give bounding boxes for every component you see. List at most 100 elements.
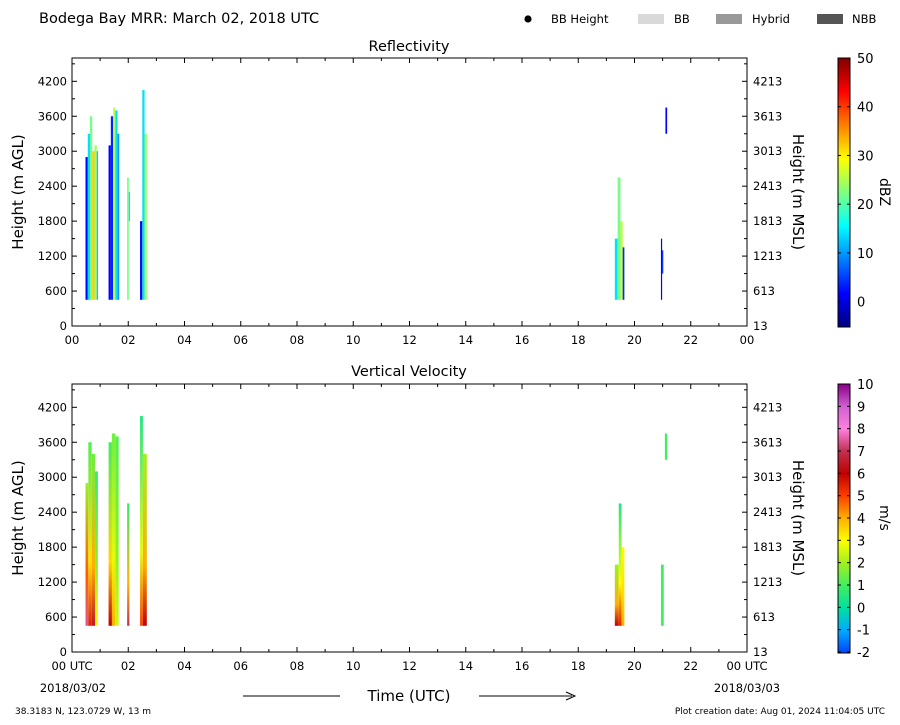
reflectivity-plot-frame xyxy=(71,57,748,327)
x-tick-label: 18 xyxy=(571,659,586,673)
legend-patch-hybrid xyxy=(716,14,742,24)
colorbar-tick-label: 30 xyxy=(857,149,874,164)
vertical-velocity-ylabel-right: Height (m MSL) xyxy=(789,460,807,576)
colorbar-tick-label: 5 xyxy=(857,490,865,505)
x-tick-label: 02 xyxy=(121,333,136,347)
data-column xyxy=(614,238,618,300)
data-column xyxy=(662,250,664,274)
data-column xyxy=(108,145,111,300)
y-tick-label: 1800 xyxy=(38,214,67,228)
reflectivity-ylabel-right: Height (m MSL) xyxy=(789,134,807,250)
vertical-velocity-colorbar: -2 -1 0 1 2 3 4 5 6 7 8 9 10 xyxy=(837,378,874,661)
x-tick-label: 22 xyxy=(683,333,698,347)
reflectivity-colorbar: 0 10 20 30 40 50 xyxy=(837,52,874,328)
creation-date-text: Plot creation date: Aug 01, 2024 11:04:0… xyxy=(675,707,885,717)
reflectivity-data-marks xyxy=(85,90,668,300)
x-tick-label: 16 xyxy=(515,333,530,347)
y-tick-label: 4200 xyxy=(38,400,67,414)
reflectivity-title: Reflectivity xyxy=(369,39,450,55)
data-column xyxy=(91,453,96,626)
reflectivity-colorbar-label: dBZ xyxy=(876,178,892,206)
colorbar-tick-label: 10 xyxy=(857,378,874,393)
x-tick-label: 00 xyxy=(740,333,755,347)
y-tick-label-right: 3613 xyxy=(753,435,782,449)
x-tick-label: 10 xyxy=(346,659,361,673)
colorbar-tick-label: 50 xyxy=(857,52,874,67)
y-tick-label-right: 2413 xyxy=(753,505,782,519)
y-tick-label: 1200 xyxy=(38,575,67,589)
end-date-label: 2018/03/03 xyxy=(714,681,780,695)
x-tick-label: 02 xyxy=(121,659,136,673)
y-tick-label: 2400 xyxy=(38,179,67,193)
data-column xyxy=(618,503,622,626)
x-tick-label: 00 UTC xyxy=(726,659,767,673)
x-tick-label: 12 xyxy=(402,333,417,347)
y-tick-label-right: 2413 xyxy=(753,179,782,193)
y-tick-label: 3600 xyxy=(38,435,67,449)
location-text: 38.3183 N, 123.0729 W, 13 m xyxy=(15,707,151,717)
colorbar-tick-label: 4 xyxy=(857,512,865,527)
colorbar-tick-label: 40 xyxy=(857,101,874,116)
x-tick-label: 08 xyxy=(290,659,305,673)
legend-label-nbb: NBB xyxy=(852,12,876,26)
x-tick-label: 20 xyxy=(627,659,642,673)
y-tick-label-right: 613 xyxy=(753,284,775,298)
reflectivity-ylabel: Height (m AGL) xyxy=(9,134,27,249)
vertical-velocity-panel: Vertical Velocity 00 UTC 02 04 06 08 10 12 14 16… xyxy=(9,364,892,673)
data-column xyxy=(111,433,116,626)
y-tick-label-right: 1813 xyxy=(753,214,782,228)
y-tick-label-right: 13 xyxy=(753,645,768,659)
x-tick-label: 06 xyxy=(233,659,248,673)
y-tick-label-right: 3613 xyxy=(753,109,782,123)
data-column xyxy=(110,116,114,300)
data-column xyxy=(140,221,143,300)
data-column xyxy=(142,90,145,300)
x-tick-label: 14 xyxy=(458,659,473,673)
y-tick-label: 1200 xyxy=(38,249,67,263)
x-tick-label: 04 xyxy=(177,659,192,673)
y-tick-label: 3600 xyxy=(38,109,67,123)
y-tick-label-right: 4213 xyxy=(753,74,782,88)
y-tick-label: 0 xyxy=(60,645,67,659)
x-tick-label: 14 xyxy=(458,333,473,347)
legend-marker-bb-height xyxy=(524,15,532,23)
legend-patch-nbb xyxy=(817,14,843,24)
time-arrow-head xyxy=(565,691,577,701)
start-date-label: 2018/03/02 xyxy=(40,681,106,695)
data-column xyxy=(96,151,98,300)
data-column xyxy=(115,110,118,300)
vertical-velocity-plot-frame xyxy=(71,383,748,653)
x-tick-label: 00 UTC xyxy=(51,659,92,673)
legend-patch-bb xyxy=(638,14,664,24)
x-tick-label: 20 xyxy=(627,333,642,347)
x-tick-label: 06 xyxy=(233,333,248,347)
colorbar-tick-label: 3 xyxy=(857,534,865,549)
data-column xyxy=(85,157,88,300)
data-column xyxy=(142,453,147,626)
vertical-velocity-ylabel: Height (m AGL) xyxy=(9,460,27,575)
legend-label-hybrid: Hybrid xyxy=(752,12,790,26)
legend-label-bb-height: BB Height xyxy=(551,12,609,26)
x-tick-label: 08 xyxy=(290,333,305,347)
y-tick-label-right: 613 xyxy=(753,610,775,624)
y-tick-label: 3000 xyxy=(38,144,67,158)
colorbar-tick-label: 0 xyxy=(857,296,865,311)
x-tick-label: 18 xyxy=(571,333,586,347)
y-tick-label-right: 1213 xyxy=(753,249,782,263)
figure-title: Bodega Bay MRR: March 02, 2018 UTC xyxy=(39,11,319,27)
x-axis-label: Time (UTC) xyxy=(367,687,451,705)
data-column xyxy=(85,483,89,626)
data-column xyxy=(664,433,668,460)
vertical-velocity-colorbar-label: m/s xyxy=(876,505,892,531)
reflectivity-panel: Reflectivity 00 02 04 06 08 10 12 14 16 18 20 22 000… xyxy=(9,39,892,347)
y-tick-label: 600 xyxy=(45,610,67,624)
data-column xyxy=(88,442,92,626)
x-tick-label: 10 xyxy=(346,333,361,347)
data-column xyxy=(92,151,95,300)
colorbar-tick-label: 7 xyxy=(857,445,865,460)
x-tick-label: 16 xyxy=(515,659,530,673)
y-tick-label-right: 1813 xyxy=(753,540,782,554)
